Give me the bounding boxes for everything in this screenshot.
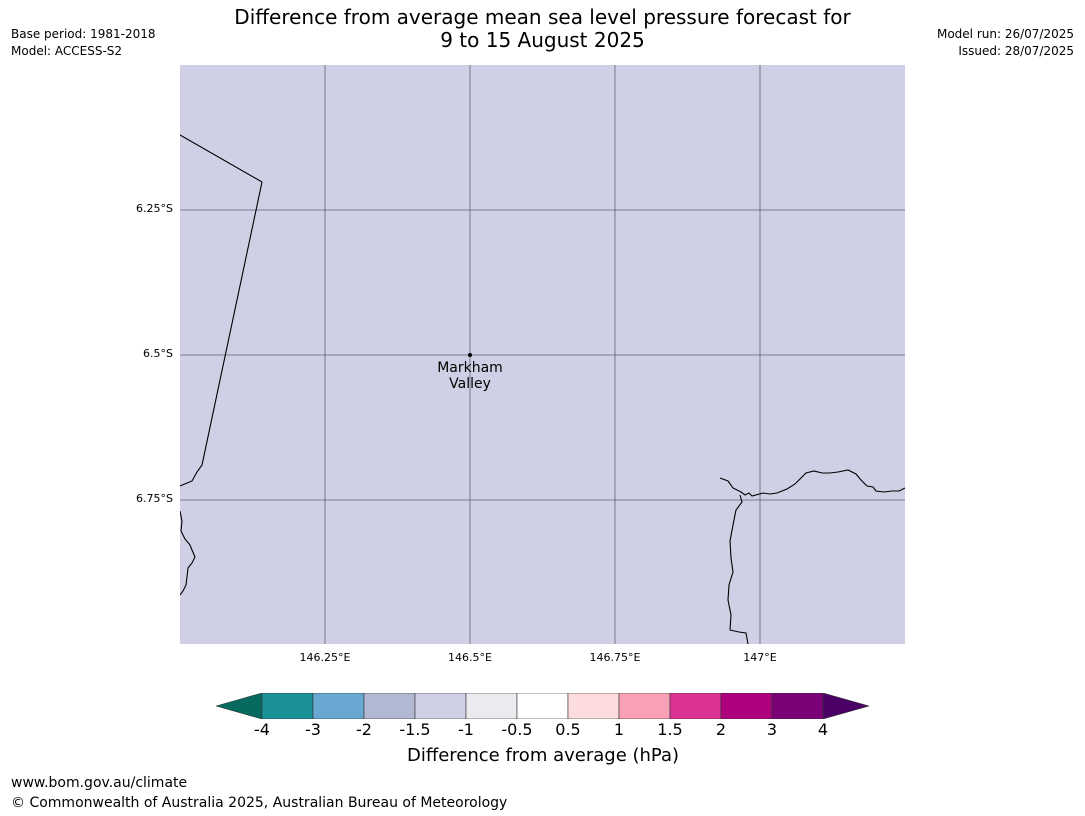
legend-tick: -3 <box>305 720 321 739</box>
legend-tick: -2 <box>356 720 372 739</box>
place-label-line-1: Markham <box>437 360 503 376</box>
lon-label-147: 147°E <box>743 651 777 664</box>
legend-tick: 2 <box>715 720 727 739</box>
footer-url: www.bom.gov.au/climate <box>11 775 188 791</box>
lon-label-146-5: 146.5°E <box>448 651 492 664</box>
west-coastline <box>180 510 196 596</box>
legend-title: Difference from average (hPa) <box>406 745 680 766</box>
chart-title: Difference from average mean sea level p… <box>180 6 905 52</box>
markham-river-coastline <box>727 494 749 644</box>
metadata-left: Base period: 1981-2018 Model: ACCESS-S2 <box>11 26 156 60</box>
metadata-right: Model run: 26/07/2025 Issued: 28/07/2025 <box>937 26 1074 60</box>
lat-label-6-25: 6.25°S <box>136 202 173 215</box>
colorbar-segment <box>261 693 314 719</box>
colorbar <box>216 693 870 719</box>
map-background <box>180 65 905 644</box>
legend-tick: -1 <box>458 720 474 739</box>
lat-label-6-5: 6.5°S <box>143 347 173 360</box>
colorbar-extend-low <box>216 693 263 719</box>
model-run-text: Model run: 26/07/2025 <box>936 27 1074 41</box>
title-line-2: 9 to 15 August 2025 <box>440 28 645 52</box>
legend-tick: 1.5 <box>657 720 683 739</box>
legend-tick: -4 <box>254 720 270 739</box>
legend-tick: 0.5 <box>555 720 581 739</box>
colorbar-segment <box>618 693 671 719</box>
lat-label-6-75: 6.75°S <box>136 492 173 505</box>
colorbar-segment <box>414 693 467 719</box>
markham-valley-marker <box>468 353 472 357</box>
colorbar-segment <box>465 693 518 719</box>
model-text: Model: ACCESS-S2 <box>11 44 123 58</box>
lon-label-146-25: 146.25°E <box>299 651 351 664</box>
colorbar-segment <box>516 693 569 719</box>
place-label-markham-valley: Markham Valley <box>410 360 530 392</box>
legend-tick: 3 <box>766 720 778 739</box>
base-period-text: Base period: 1981-2018 <box>11 27 156 41</box>
legend-tick: -0.5 <box>501 720 533 739</box>
colorbar-segment <box>771 693 824 719</box>
graticule <box>180 65 905 644</box>
lon-label-146-75: 146.75°E <box>589 651 641 664</box>
colorbar-segment <box>669 693 722 719</box>
coastlines <box>180 134 905 644</box>
colorbar-extend-high <box>822 693 870 719</box>
place-label-line-2: Valley <box>449 376 491 392</box>
huon-gulf-coastline <box>719 469 905 497</box>
legend-tick: 4 <box>817 720 829 739</box>
legend-tick: -1.5 <box>399 720 431 739</box>
footer-copyright: © Commonwealth of Australia 2025, Austra… <box>11 795 508 811</box>
colorbar-segments <box>216 693 870 719</box>
legend-tick: 1 <box>613 720 625 739</box>
colorbar-segment <box>312 693 365 719</box>
title-line-1: Difference from average mean sea level p… <box>234 5 851 29</box>
map-panel <box>180 65 905 644</box>
issued-text: Issued: 28/07/2025 <box>958 44 1074 58</box>
colorbar-segment <box>720 693 773 719</box>
colorbar-segment <box>363 693 416 719</box>
border-line <box>180 134 263 487</box>
colorbar-segment <box>567 693 620 719</box>
